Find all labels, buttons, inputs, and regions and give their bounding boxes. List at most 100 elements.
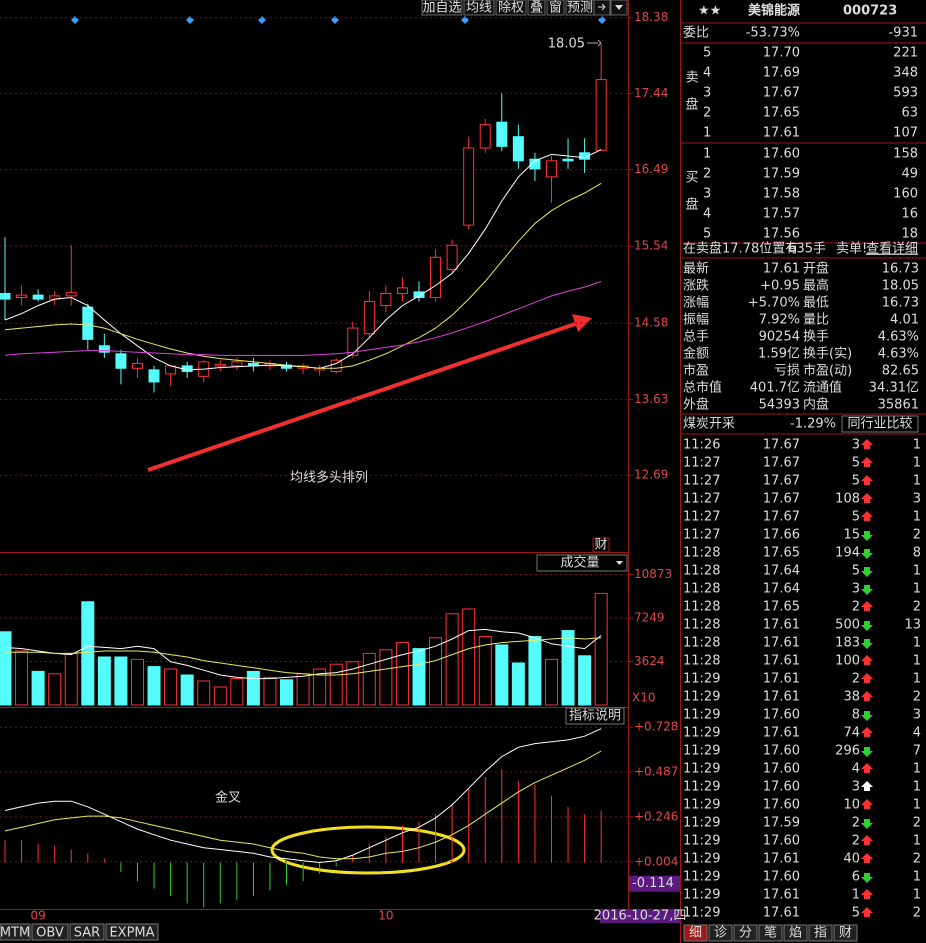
candle-body bbox=[479, 124, 491, 149]
industry-name: 煤炭开采 bbox=[683, 417, 735, 432]
volume-bar bbox=[0, 631, 12, 706]
indicator-tab[interactable] bbox=[105, 923, 159, 941]
detail-tab-label[interactable]: 分 bbox=[739, 926, 752, 941]
stat-label: 换手 bbox=[803, 330, 829, 345]
indicator-tab-label[interactable]: SAR bbox=[74, 926, 100, 941]
indicator-select[interactable] bbox=[536, 554, 628, 572]
detail-tab[interactable] bbox=[683, 924, 708, 942]
detail-tab[interactable] bbox=[783, 924, 808, 942]
detail-tab[interactable] bbox=[708, 924, 733, 942]
detail-tab-label[interactable]: 财 bbox=[839, 926, 852, 941]
book-price: 17.57 bbox=[763, 207, 800, 222]
book-volume: 158 bbox=[893, 147, 918, 162]
trade-time: 11:29 bbox=[683, 744, 720, 759]
toolbar-button[interactable] bbox=[546, 0, 565, 16]
trade-count: 1 bbox=[913, 438, 921, 453]
stat-value: 7.92% bbox=[759, 313, 800, 328]
stat-label: 开盘 bbox=[803, 261, 829, 277]
detail-tab-label[interactable]: 诊 bbox=[714, 926, 727, 941]
moving-average bbox=[4, 280, 602, 356]
volume-bar bbox=[445, 613, 459, 706]
y-tick-label: 16.49 bbox=[634, 162, 668, 176]
toolbar-label[interactable]: 叠 bbox=[530, 1, 543, 16]
indicator-tab[interactable] bbox=[31, 923, 69, 941]
detail-tab[interactable] bbox=[833, 924, 858, 942]
detail-tab[interactable] bbox=[733, 924, 758, 942]
trade-price: 17.61 bbox=[763, 654, 800, 669]
toolbar-label[interactable]: 预测 bbox=[567, 1, 593, 16]
trade-volume: 5 bbox=[852, 906, 860, 921]
indicator-tab-label[interactable]: OBV bbox=[36, 926, 64, 941]
trade-volume: 500 bbox=[835, 618, 860, 633]
trade-arrow bbox=[861, 549, 873, 559]
trade-arrow bbox=[861, 621, 873, 631]
trade-volume: 5 bbox=[852, 474, 860, 489]
trade-time: 11:27 bbox=[683, 510, 720, 525]
help-label[interactable]: 指标说明 bbox=[569, 709, 621, 724]
volume-bar bbox=[495, 644, 509, 706]
book-price: 17.60 bbox=[763, 147, 800, 162]
detail-tab-label[interactable]: 笔 bbox=[764, 925, 777, 941]
toolbar-label[interactable]: 窗 bbox=[549, 0, 562, 16]
trade-count: 1 bbox=[913, 780, 921, 795]
detail-tab-label[interactable]: 细 bbox=[689, 926, 702, 941]
toolbar-button[interactable] bbox=[527, 0, 546, 16]
trade-price: 17.61 bbox=[763, 726, 800, 741]
trade-time: 11:28 bbox=[683, 582, 720, 597]
compare-label[interactable]: 同行业比较 bbox=[847, 417, 912, 432]
trade-count: 1 bbox=[913, 834, 921, 849]
toolbar-button[interactable] bbox=[421, 0, 463, 16]
book-level: 3 bbox=[703, 187, 711, 202]
trade-price: 17.59 bbox=[763, 816, 800, 831]
trade-price: 17.61 bbox=[763, 888, 800, 903]
notice: 635手 bbox=[788, 242, 826, 257]
trade-arrow bbox=[861, 907, 873, 917]
trade-arrow bbox=[861, 439, 873, 449]
tab-label[interactable]: 财 bbox=[594, 538, 607, 553]
candle-body bbox=[579, 152, 591, 160]
detail-tab[interactable] bbox=[758, 924, 783, 942]
trade-price: 17.61 bbox=[763, 636, 800, 651]
indicator-tab[interactable] bbox=[0, 923, 31, 941]
compare-button[interactable] bbox=[841, 415, 919, 433]
indicator-tab[interactable] bbox=[69, 923, 105, 941]
date-label: 2016-10-27,四 bbox=[594, 909, 687, 924]
help-button[interactable] bbox=[565, 707, 625, 725]
toolbar-button[interactable] bbox=[463, 0, 495, 16]
detail-tab[interactable] bbox=[808, 924, 833, 942]
indicator-title[interactable]: 成交量 bbox=[560, 555, 599, 571]
date-box bbox=[600, 909, 680, 923]
indicator-tab-label[interactable]: MTM bbox=[0, 926, 30, 941]
toolbar-label[interactable]: 除权 bbox=[498, 0, 524, 16]
tab[interactable] bbox=[592, 537, 610, 553]
volume-average bbox=[4, 628, 602, 680]
trade-volume: 3 bbox=[852, 582, 860, 597]
candle-body bbox=[545, 160, 557, 178]
trade-volume: 10 bbox=[843, 798, 860, 813]
dif-line bbox=[4, 728, 602, 864]
trade-count: 1 bbox=[913, 888, 921, 903]
detail-tab-label[interactable]: 焰 bbox=[789, 926, 802, 941]
detail-tab-label[interactable]: 指 bbox=[814, 926, 827, 941]
trade-arrow bbox=[861, 691, 873, 701]
trade-time: 11:28 bbox=[683, 564, 720, 579]
trade-count: 7 bbox=[913, 744, 921, 759]
candle-body bbox=[330, 359, 342, 372]
volume-bar bbox=[379, 649, 393, 706]
toolbar-label[interactable]: 加自选 bbox=[422, 1, 461, 16]
stat-value: 401.7亿 bbox=[750, 381, 800, 396]
trade-count: 2 bbox=[913, 906, 921, 921]
stat-label: 涨跌 bbox=[683, 278, 709, 294]
trade-count: 3 bbox=[913, 492, 921, 507]
indicator-tab-label[interactable]: EXPMA bbox=[109, 926, 154, 941]
volume-bar bbox=[462, 608, 476, 706]
stat-label: 市盈 bbox=[683, 363, 709, 379]
trade-volume: 2 bbox=[852, 600, 860, 615]
toolbar-button[interactable] bbox=[495, 0, 527, 16]
y-tick-label: 13.63 bbox=[634, 392, 668, 406]
book-price: 17.61 bbox=[763, 126, 800, 141]
toolbar-label[interactable]: 均线 bbox=[466, 1, 492, 16]
trade-time: 11:29 bbox=[683, 798, 720, 813]
volume-bar bbox=[230, 678, 244, 706]
trade-time: 11:29 bbox=[683, 888, 720, 903]
